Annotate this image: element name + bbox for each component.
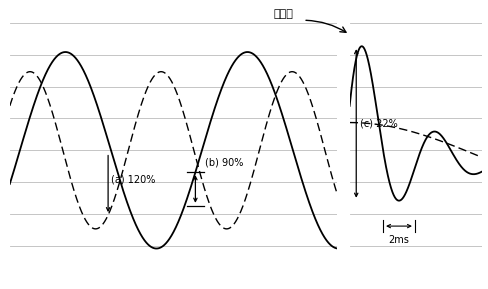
- Text: (c) 22%: (c) 22%: [360, 118, 397, 128]
- Text: 2ms: 2ms: [388, 235, 408, 245]
- Text: (b) 90%: (b) 90%: [205, 158, 243, 167]
- Text: 拡大図: 拡大図: [273, 9, 293, 19]
- Text: (a) 120%: (a) 120%: [111, 175, 156, 184]
